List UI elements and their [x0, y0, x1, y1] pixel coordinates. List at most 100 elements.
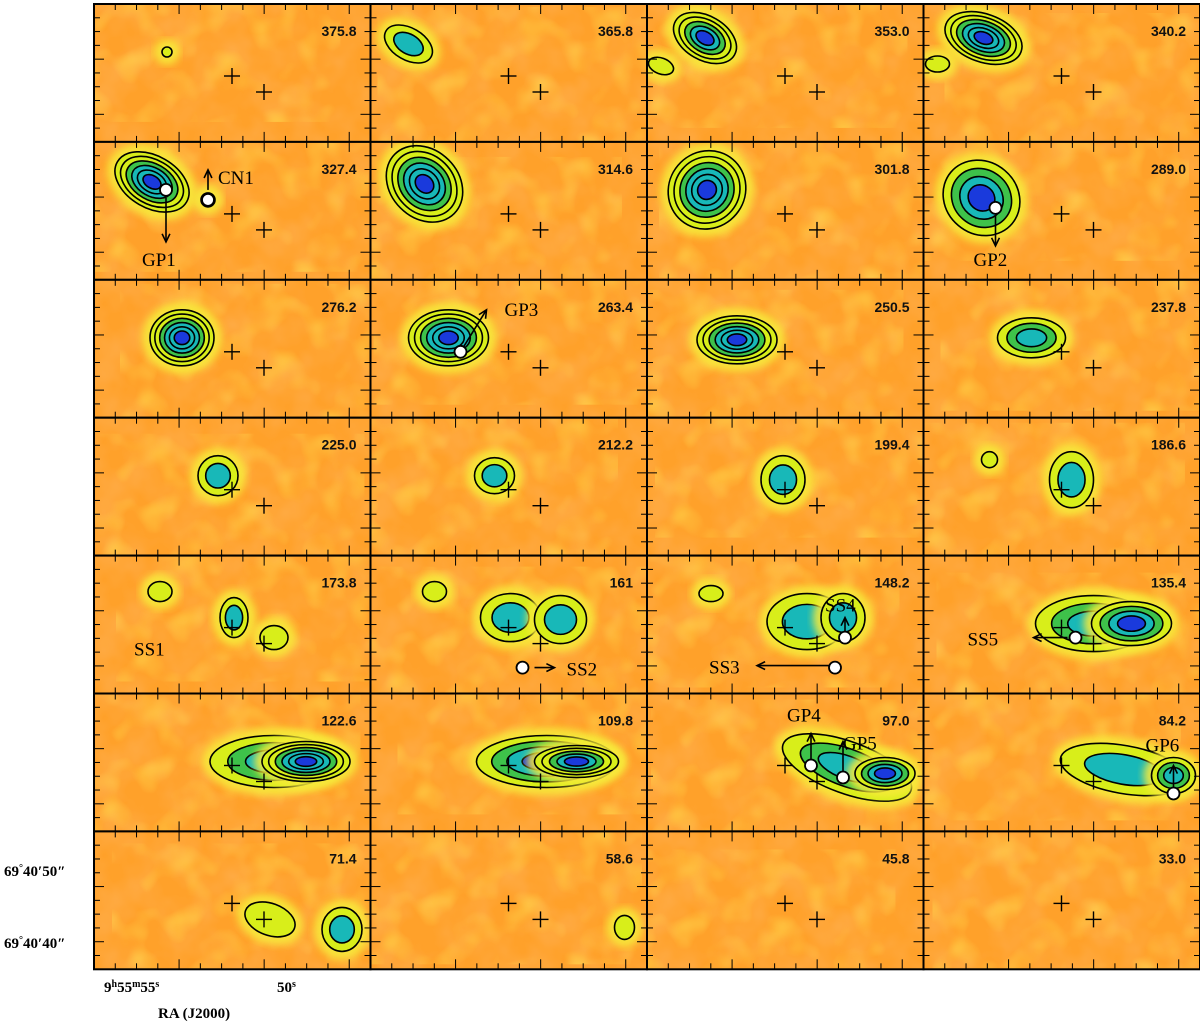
arrow-head [1168, 763, 1179, 774]
channel-panel: 199.4 [646, 416, 925, 557]
channel-panel: 122.6 [93, 692, 372, 833]
feature-marker [201, 192, 215, 207]
arrow-head [478, 308, 488, 319]
background-noise-yellow [370, 831, 642, 965]
y-tick-label-1: 69°40′50″ [4, 863, 66, 881]
contour-level [647, 56, 675, 76]
emission-blob [665, 4, 745, 72]
contour-level [1057, 461, 1086, 498]
emission-blob [813, 585, 873, 650]
arrow-head [806, 731, 816, 742]
channel-panel: 58.6 [369, 830, 648, 971]
arrow-head [990, 237, 1001, 248]
contour-level [696, 179, 718, 201]
feature-label-ss5: SS5 [968, 630, 999, 651]
contour-level [438, 330, 459, 346]
contour-level [1015, 328, 1048, 348]
contour-level [543, 604, 578, 636]
panel-velocity-label: 186.6 [1151, 437, 1186, 453]
background-noise-yellow [647, 849, 896, 970]
emission-blob [989, 309, 1074, 366]
channel-panel: 340.2 [922, 3, 1200, 143]
channel-panel: 276.2 [93, 278, 372, 419]
panel-velocity-label: 301.8 [874, 161, 909, 177]
channel-panel: 375.8 [93, 3, 372, 143]
feature-marker [838, 630, 852, 645]
x-axis-label: RA (J2000) [158, 1006, 230, 1022]
arrow-head [203, 168, 213, 179]
feature-label-gp5: GP5 [843, 734, 877, 755]
contour-level [161, 46, 173, 58]
channel-panel: 109.8 [369, 692, 648, 833]
channel-panel: 212.2 [369, 416, 648, 557]
arrow-shaft [459, 309, 488, 353]
channel-panel: 314.6 [369, 140, 648, 281]
panel-velocity-label: 45.8 [882, 850, 909, 866]
panel-velocity-label: 161 [610, 575, 634, 591]
feature-label-gp3: GP3 [505, 300, 539, 321]
emission-blob [1083, 593, 1180, 654]
channel-panel: 225.0 [93, 416, 372, 557]
feature-marker [988, 200, 1003, 215]
contour-level [224, 604, 244, 631]
channel-panel: 148.2 [646, 554, 925, 695]
contour-level [698, 584, 724, 603]
feature-marker [515, 660, 530, 675]
feature-label-ss4: SS4 [825, 596, 856, 617]
contour-level [980, 450, 999, 469]
contour-level [328, 915, 356, 944]
feature-marker [159, 182, 173, 197]
emission-blob [190, 447, 246, 504]
emission-blob [254, 733, 358, 790]
emission-blob [847, 749, 923, 798]
panel-velocity-label: 58.6 [606, 850, 633, 866]
panel-velocity-label: 199.4 [874, 437, 909, 453]
contour-level [1116, 615, 1147, 633]
panel-velocity-label: 148.2 [874, 575, 909, 591]
panel-velocity-label: 289.0 [1151, 161, 1186, 177]
channel-panel: 289.0 [922, 140, 1200, 281]
contour-level [204, 462, 232, 489]
feature-marker [453, 344, 468, 359]
panel-velocity-label: 173.8 [321, 575, 356, 591]
channel-panel: 45.8 [646, 830, 925, 971]
emission-blob [252, 617, 296, 658]
panel-velocity-label: 71.4 [329, 850, 356, 866]
contour-level [695, 29, 715, 47]
panel-velocity-label: 375.8 [321, 23, 356, 39]
channel-panel: 327.4 [93, 140, 372, 281]
panel-velocity-label: 353.0 [874, 23, 909, 39]
x-tick-label-2: 50s [277, 979, 296, 997]
background-noise-yellow [932, 832, 1200, 970]
x-tick-label-1: 9h55m55s [104, 979, 159, 997]
panel-velocity-label: 340.2 [1151, 23, 1186, 39]
emission-blob [753, 447, 813, 512]
panel-velocity-label: 122.6 [321, 713, 356, 729]
emission-blob [660, 142, 754, 238]
contour-level [613, 914, 636, 941]
background-noise-yellow [94, 4, 341, 122]
contour-level [924, 55, 951, 73]
contour-level [173, 330, 191, 346]
feature-label-ss2: SS2 [567, 660, 598, 681]
contour-level [726, 333, 748, 347]
channel-panel: 173.8 [93, 554, 372, 695]
panel-velocity-label: 212.2 [598, 437, 633, 453]
arrow-head [161, 233, 171, 244]
channel-panel: 237.8 [922, 278, 1200, 419]
feature-marker [804, 758, 818, 773]
panel-velocity-label: 250.5 [874, 299, 909, 315]
panel-velocity-label: 237.8 [1151, 299, 1186, 315]
panel-velocity-label: 97.0 [882, 713, 909, 729]
feature-label-cn1: CN1 [218, 168, 254, 189]
emission-blob [526, 737, 627, 786]
panel-velocity-label: 365.8 [598, 23, 633, 39]
channel-panel: 84.2 [922, 692, 1200, 833]
channel-panel: 186.6 [922, 416, 1200, 557]
contour-level [421, 580, 448, 603]
contour-level [481, 463, 508, 488]
contour-level [563, 756, 590, 767]
emission-blob [314, 899, 370, 960]
panel-grid: 375.8 365.8 353.0 340.2 327.4 314.6 301.8 289.0… [93, 3, 1200, 971]
